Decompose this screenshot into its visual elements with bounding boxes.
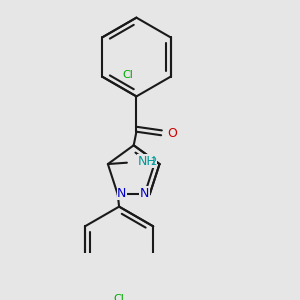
Text: NH: NH [138, 155, 157, 168]
Text: Cl: Cl [114, 294, 124, 300]
Text: N: N [140, 187, 149, 200]
Text: O: O [167, 128, 177, 140]
Text: N: N [117, 187, 127, 200]
Text: 2: 2 [151, 157, 157, 167]
Text: Cl: Cl [123, 70, 134, 80]
